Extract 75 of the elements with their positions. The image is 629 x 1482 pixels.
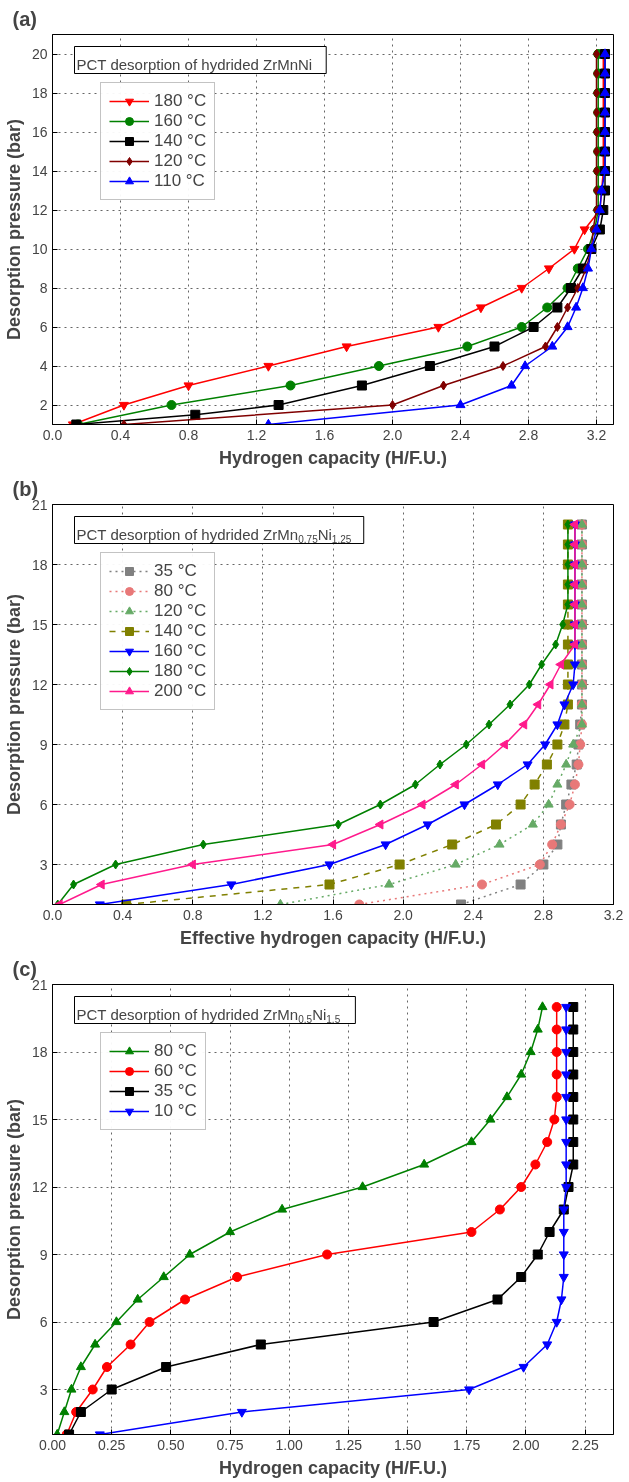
y-tick-label: 18 <box>31 1044 48 1060</box>
x-tick-label: 0.4 <box>110 426 131 443</box>
y-tick-label: 14 <box>31 163 48 179</box>
y-tick-label: 9 <box>39 736 48 753</box>
x-tick-label: 1.00 <box>275 1436 304 1453</box>
x-tick-label: 1.50 <box>393 1436 422 1453</box>
x-tick-label: 1.2 <box>253 906 273 923</box>
legend-label: 80 °C <box>154 1041 197 1061</box>
x-tick-label: 1.25 <box>334 1436 363 1453</box>
x-tick-label: 0.75 <box>216 1436 244 1453</box>
x-tick-label: 2.25 <box>571 1436 599 1453</box>
text: PCT desorption of hydrided ZrMnNi <box>76 56 313 73</box>
legend-label: 60 °C <box>154 1061 197 1081</box>
y-tick-label: 3 <box>39 856 48 873</box>
x-tick-label: 1.2 <box>246 426 267 443</box>
x-tick-label: 0.4 <box>112 906 133 923</box>
y-axis-title: Desorption pressure (bar) <box>3 118 24 341</box>
legend-label: 110 °C <box>154 171 205 191</box>
x-tick-label: 1.75 <box>453 1436 481 1453</box>
y-tick-label: 9 <box>39 1246 48 1263</box>
y-tick-label: 2 <box>39 397 48 413</box>
legend-label: 80 °C <box>154 581 197 601</box>
x-tick-label: 2.00 <box>512 1436 540 1453</box>
text: (c) <box>12 957 37 980</box>
y-tick-label: 16 <box>31 124 48 140</box>
x-axis-title: Effective hydrogen capacity (H/F.U.) <box>179 927 487 948</box>
y-tick-label: 15 <box>31 1111 48 1128</box>
text: (a) <box>12 7 37 30</box>
x-axis-title: Hydrogen capacity (H/F.U.) <box>218 447 448 468</box>
x-tick-label: 2.4 <box>450 426 471 443</box>
y-tick-label: 12 <box>31 676 48 693</box>
x-tick-label: 1.6 <box>314 426 335 443</box>
legend-label: 120 °C <box>154 151 207 171</box>
y-tick-label: 12 <box>31 1179 48 1195</box>
x-tick-label: 3.2 <box>603 906 624 923</box>
legend-label: 140 °C <box>154 131 207 151</box>
x-tick-label: 0.8 <box>183 906 203 923</box>
y-tick-label: 6 <box>39 1314 48 1330</box>
legend-label: 35 °C <box>154 561 197 581</box>
y-tick-label: 12 <box>31 202 48 218</box>
x-tick-label: 2.0 <box>382 426 403 443</box>
x-tick-label: 2.8 <box>518 426 539 443</box>
y-tick-label: 3 <box>39 1381 48 1398</box>
y-tick-label: 10 <box>31 241 48 257</box>
x-tick-label: 0.00 <box>38 1436 67 1453</box>
legend-label: 10 °C <box>154 1101 197 1121</box>
x-tick-label: 1.6 <box>323 906 343 923</box>
y-tick-label: 6 <box>39 319 48 335</box>
x-tick-label: 2.0 <box>393 906 414 923</box>
y-tick-label: 18 <box>31 556 48 573</box>
x-tick-label: 0.50 <box>157 1436 185 1453</box>
y-tick-label: 18 <box>31 85 48 101</box>
y-tick-label: 20 <box>31 46 48 62</box>
y-axis-title: Desorption pressure (bar) <box>3 1098 24 1321</box>
x-tick-label: 0.0 <box>42 426 63 443</box>
legend-label: 140 °C <box>154 621 207 641</box>
y-tick-label: 8 <box>39 280 48 296</box>
legend-label: 120 °C <box>154 601 207 621</box>
x-axis-title: Hydrogen capacity (H/F.U.) <box>218 1457 448 1478</box>
y-tick-label: 4 <box>39 358 48 374</box>
legend-label: 160 °C <box>154 111 207 131</box>
x-tick-label: 2.8 <box>533 906 554 923</box>
x-tick-label: 3.2 <box>586 426 607 443</box>
legend-label: 180 °C <box>154 91 207 111</box>
y-axis-title: Desorption pressure (bar) <box>3 593 24 816</box>
y-tick-label: 15 <box>31 616 48 633</box>
x-tick-label: 0.25 <box>98 1436 126 1453</box>
x-tick-label: 0.0 <box>42 906 63 923</box>
x-tick-label: 2.4 <box>463 906 484 923</box>
legend-label: 180 °C <box>154 661 207 681</box>
y-tick-label: 6 <box>39 796 48 813</box>
legend-label: 160 °C <box>154 641 207 661</box>
legend-label: 35 °C <box>154 1081 197 1101</box>
x-tick-label: 0.8 <box>178 426 199 443</box>
legend-label: 200 °C <box>154 681 207 701</box>
